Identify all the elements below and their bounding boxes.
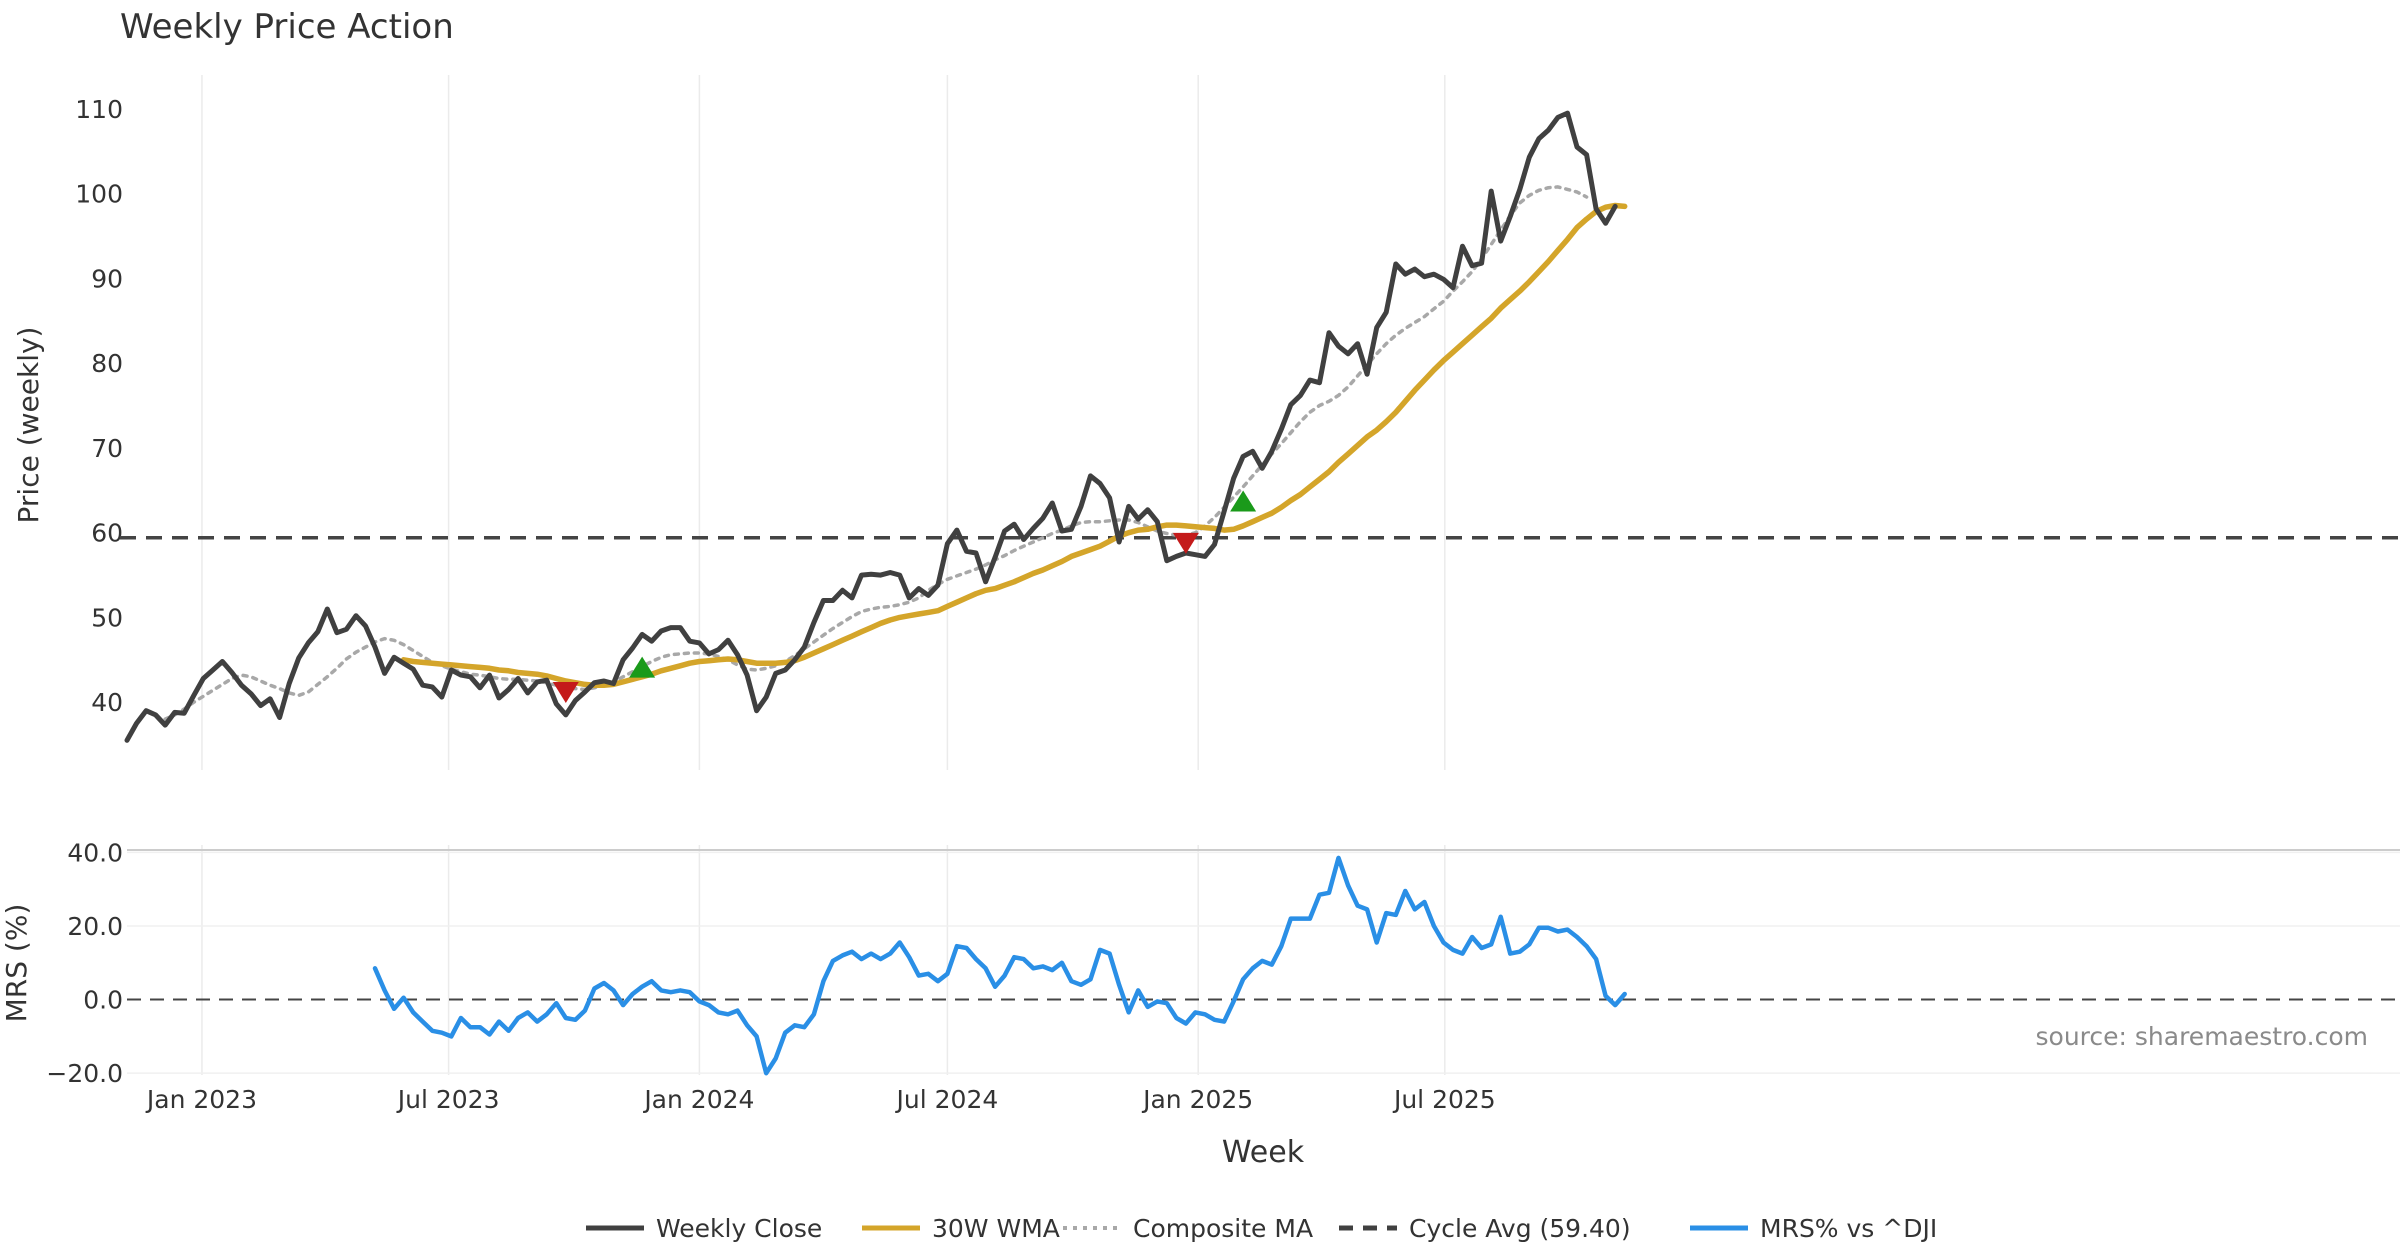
sell-signal-marker [1172, 532, 1199, 554]
price-y-tick-label: 80 [91, 349, 123, 378]
source-annotation: source: sharemaestro.com [2036, 1022, 2369, 1051]
mrs-y-tick-label: 40.0 [67, 838, 123, 867]
price-y-tick-label: 110 [75, 95, 123, 124]
mrs-y-tick-label: 0.0 [83, 986, 123, 1015]
price-series-weekly-close [124, 110, 1618, 743]
x-tick-label: Jan 2024 [642, 1085, 754, 1114]
legend-label: 30W WMA [932, 1214, 1060, 1243]
legend: Weekly Close 30W WMA Composite MA Cycle Avg… [586, 1214, 1937, 1243]
mrs-y-axis-label: MRS (%) [0, 904, 33, 1023]
sell-signal-marker [552, 682, 579, 704]
buy-signal-marker [629, 656, 656, 678]
mrs-y-tick-label: 20.0 [67, 912, 123, 941]
price-series-composite-ma [163, 185, 1589, 721]
x-tick-label: Jan 2025 [1141, 1085, 1253, 1114]
price-y-axis-label: Price (weekly) [12, 327, 45, 524]
price-y-tick-label: 70 [91, 434, 123, 463]
buy-signal-marker [1230, 490, 1257, 512]
mrs-y-tick-label: −20.0 [46, 1059, 123, 1088]
x-axis: Jan 2023 Jul 2023 Jan 2024 Jul 2024 Jan 2025… [145, 1085, 1496, 1114]
mrs-panel: 40.0 20.0 0.0 −20.0 [46, 838, 2400, 1088]
price-y-tick-label: 50 [91, 603, 123, 632]
legend-label: MRS% vs ^DJI [1760, 1214, 1937, 1243]
legend-label: Cycle Avg (59.40) [1409, 1214, 1631, 1243]
mrs-series-line [372, 855, 1627, 1076]
price-series-30w-wma [400, 202, 1628, 688]
price-y-tick-label: 100 [75, 180, 123, 209]
price-y-tick-label: 40 [91, 688, 123, 717]
legend-label: Weekly Close [656, 1214, 822, 1243]
x-tick-label: Jul 2025 [1392, 1085, 1496, 1114]
x-tick-label: Jul 2023 [396, 1085, 500, 1114]
price-y-tick-label: 60 [91, 519, 123, 548]
chart-title: Weekly Price Action [120, 7, 454, 47]
price-y-tick-label: 90 [91, 264, 123, 293]
legend-label: Composite MA [1133, 1214, 1313, 1243]
price-panel: 40 50 60 70 80 90 100 110 [75, 75, 2400, 770]
x-axis-label: Week [1222, 1135, 1305, 1170]
x-tick-label: Jan 2023 [145, 1085, 257, 1114]
x-tick-label: Jul 2024 [895, 1085, 999, 1114]
